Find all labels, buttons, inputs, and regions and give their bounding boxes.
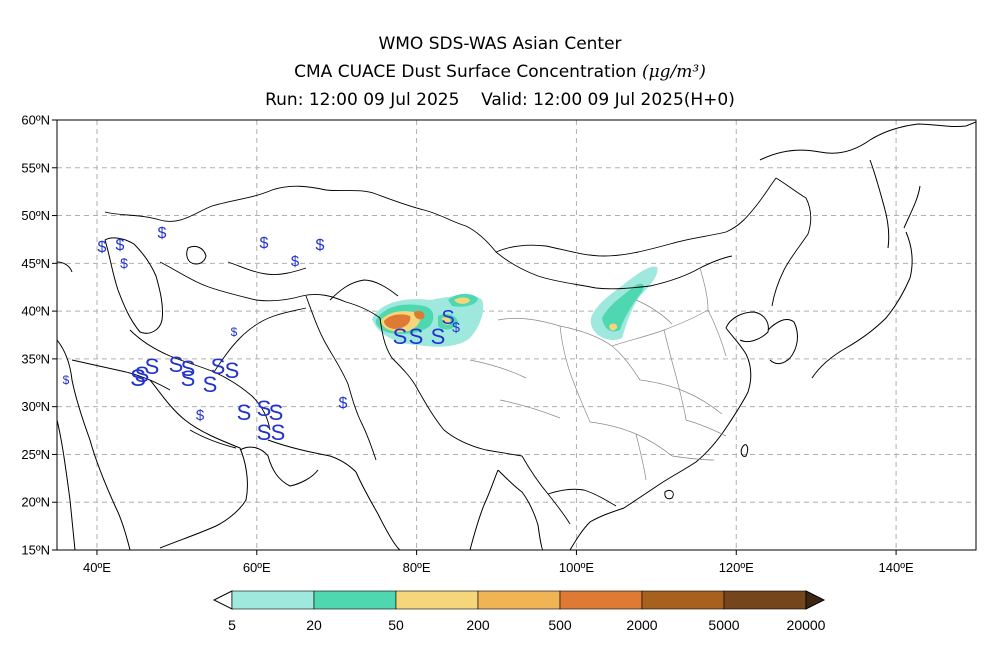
map-frame xyxy=(56,119,977,551)
dust-station-symbol-dollar: $ xyxy=(63,373,70,387)
dust-station-symbol-dollar: $ xyxy=(196,407,205,424)
lat-tick-label: 15ºN xyxy=(21,543,50,558)
colorbar-level-label: 50 xyxy=(388,617,404,633)
colorbar-swatch xyxy=(231,590,315,610)
colorbar-level-label: 20 xyxy=(306,617,322,633)
colorbar-level-label: 5000 xyxy=(708,617,739,633)
dust-station-symbol-s: S xyxy=(431,324,446,349)
colorbar-level-label: 5 xyxy=(228,617,236,633)
colorbar-level-label: 2000 xyxy=(626,617,657,633)
run-time: Run: 12:00 09 Jul 2025 xyxy=(265,90,460,110)
dust-station-symbol-dollar: $ xyxy=(316,237,325,254)
map-gridlines xyxy=(57,120,976,550)
title-block: WMO SDS-WAS Asian Center CMA CUACE Dust … xyxy=(0,30,1000,114)
colorbar-level-label: 500 xyxy=(548,617,572,633)
dust-station-symbol-s: S xyxy=(181,356,196,381)
dust-station-symbol-s: S xyxy=(441,307,454,329)
dust-station-symbol-dollar: $ xyxy=(98,239,107,256)
dust-station-symbol-s: S xyxy=(211,354,226,379)
dust-station-symbol-s: S xyxy=(269,400,284,425)
lon-tick-label: 140ºE xyxy=(879,560,914,575)
dust-station-symbol-dollar: $ xyxy=(339,395,348,412)
dust-station-symbol-s: S xyxy=(181,366,196,391)
dust-station-symbol-dollar: $ xyxy=(120,255,128,271)
dust-region-taklimakan xyxy=(372,293,484,347)
lon-tick-label: 60ºE xyxy=(243,560,271,575)
colorbar-swatch xyxy=(395,590,479,610)
lon-tick-label: 120ºE xyxy=(719,560,754,575)
dust-station-symbol-dollar: $ xyxy=(231,325,238,339)
title-unit: (μg/m³) xyxy=(642,62,706,82)
colorbar-arrow-right xyxy=(805,590,826,610)
colorbar: 5 20 50 200 500 2000 5000 20000 xyxy=(212,590,826,633)
lat-tick-label: 60ºN xyxy=(21,113,50,128)
title-line-2: CMA CUACE Dust Surface Concentration (μg… xyxy=(0,58,1000,86)
lon-tick-label: 100ºE xyxy=(559,560,594,575)
dust-station-symbol-s: S xyxy=(257,420,272,445)
coastlines xyxy=(57,121,976,550)
country-borders xyxy=(71,177,812,525)
dust-station-symbol-s: S xyxy=(225,358,240,383)
dust-station-symbol-dollar: $ xyxy=(291,253,300,270)
colorbar-swatch xyxy=(313,590,397,610)
lat-tick-label: 35ºN xyxy=(21,351,50,366)
lat-tick-label: 25ºN xyxy=(21,447,50,462)
colorbar-swatch xyxy=(723,590,807,610)
title-product: CMA CUACE Dust Surface Concentration xyxy=(294,62,637,82)
dust-station-symbol-dollar: $ xyxy=(452,319,460,335)
dust-station-symbol-s: S xyxy=(237,400,252,425)
lat-tick-label: 30ºN xyxy=(21,399,50,414)
map-content xyxy=(57,121,976,550)
dust-region-inner-mongolia xyxy=(590,266,658,340)
dust-station-symbol-s: S xyxy=(169,352,184,377)
dust-station-symbol-s: S xyxy=(203,372,218,397)
province-borders xyxy=(469,267,727,481)
colorbar-arrow-left xyxy=(212,590,233,610)
dust-station-symbol-dollar: $ xyxy=(260,235,269,252)
colorbar-swatch xyxy=(477,590,561,610)
colorbar-swatch xyxy=(641,590,725,610)
title-line-1: WMO SDS-WAS Asian Center xyxy=(378,34,622,54)
colorbar-level-label: 200 xyxy=(466,617,490,633)
lon-tick-label: 80ºE xyxy=(403,560,431,575)
dust-station-symbol-s: S xyxy=(130,365,146,392)
lat-tick-label: 50ºN xyxy=(21,208,50,223)
lat-tick-label: 20ºN xyxy=(21,495,50,510)
dust-station-symbol-dollar: $ xyxy=(158,225,167,242)
valid-time: Valid: 12:00 09 Jul 2025(H+0) xyxy=(481,90,735,110)
latitude-labels: 60ºN 55ºN 50ºN 45ºN 40ºN 35ºN 30ºN 25ºN 20ºN 15ºN xyxy=(21,113,57,558)
dust-station-symbol-s: S xyxy=(135,362,150,387)
lon-tick-label: 40ºE xyxy=(83,560,111,575)
longitude-labels: 40ºE 60ºE 80ºE 100ºE 120ºE 140ºE xyxy=(83,550,914,575)
dust-station-symbol-s: S xyxy=(145,354,160,379)
colorbar-level-label: 20000 xyxy=(787,617,826,633)
dust-station-symbol-s: S xyxy=(393,324,408,349)
lat-tick-label: 45ºN xyxy=(21,256,50,271)
dust-station-symbol-s: S xyxy=(271,420,286,445)
dust-station-symbol-s: S xyxy=(257,396,272,421)
lat-tick-label: 40ºN xyxy=(21,304,50,319)
colorbar-swatch xyxy=(559,590,643,610)
dust-station-symbol-s: S xyxy=(409,324,424,349)
dust-station-symbol-dollar: $ xyxy=(116,237,125,254)
lat-tick-label: 55ºN xyxy=(21,160,50,175)
title-line-3: Run: 12:00 09 Jul 2025 Valid: 12:00 09 J… xyxy=(0,86,1000,114)
